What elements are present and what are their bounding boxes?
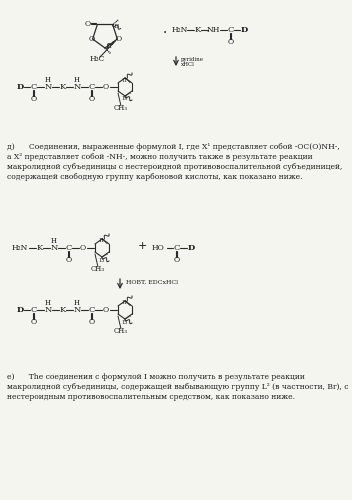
Text: N: N [73,83,81,91]
Text: O: O [103,306,109,314]
Text: xHCl: xHCl [181,62,195,66]
Text: CH₃: CH₃ [114,104,128,112]
Text: O: O [174,256,180,264]
Text: C: C [66,244,72,252]
Text: NH: NH [206,26,220,34]
Text: O: O [89,35,95,43]
Text: O: O [89,318,95,326]
Text: HOBT, EDCxHCl: HOBT, EDCxHCl [126,280,178,284]
Text: CH₃: CH₃ [114,327,128,335]
Text: D: D [17,83,24,91]
Text: C: C [174,244,180,252]
Text: содержащей свободную группу карбоновой кислоты, как показано ниже.: содержащей свободную группу карбоновой к… [7,173,302,181]
Text: K: K [60,306,66,314]
Text: D: D [17,306,24,314]
Text: pyridine: pyridine [181,56,204,62]
Text: макролидной субъединицы, содержащей выбывающую группу L² (в частности, Br), с: макролидной субъединицы, содержащей выбы… [7,383,348,391]
Text: H₂N: H₂N [172,26,188,34]
Text: D: D [240,26,247,34]
Text: O: O [103,83,109,91]
Text: е)      The соединения с формулой I можно получить в результате реакции: е) The соединения с формулой I можно пол… [7,373,305,381]
Text: нестероидным противовоспалительным средством, как показано ниже.: нестероидным противовоспалительным средс… [7,393,295,401]
Text: K: K [37,244,43,252]
Text: N: N [44,306,52,314]
Text: H: H [45,76,51,84]
Text: H: H [74,299,80,307]
Text: CH₃: CH₃ [91,265,105,273]
Text: H: H [74,76,80,84]
Text: 13: 13 [122,320,128,324]
Text: D: D [187,244,195,252]
Text: макролидной субъединицы с нестероидной противовоспалительной субъединицей,: макролидной субъединицы с нестероидной п… [7,163,342,171]
Text: 11: 11 [107,44,113,49]
Text: 13: 13 [99,258,105,262]
Text: O: O [84,20,90,28]
Text: H: H [51,237,57,245]
Text: а X² представляет собой -NH-, можно получить также в результате реакции: а X² представляет собой -NH-, можно полу… [7,153,313,161]
Text: ·: · [163,26,167,40]
Text: 11: 11 [99,238,105,244]
Text: N: N [73,306,81,314]
Text: C: C [89,306,95,314]
Text: H: H [45,299,51,307]
Text: K: K [60,83,66,91]
Text: O: O [80,244,86,252]
Text: N: N [44,83,52,91]
Text: C: C [228,26,234,34]
Text: 13: 13 [113,24,120,29]
Text: N: N [50,244,58,252]
Text: O: O [89,95,95,103]
Text: +: + [137,241,147,251]
Text: O: O [228,38,234,46]
Text: C: C [31,306,37,314]
Text: C: C [89,83,95,91]
Text: H₃C: H₃C [89,55,105,63]
Text: C: C [31,83,37,91]
Text: O: O [66,256,72,264]
Text: 13: 13 [122,96,128,102]
Text: 11: 11 [122,78,128,82]
Text: H₂N: H₂N [12,244,28,252]
Text: O: O [115,35,121,43]
Text: K: K [195,26,201,34]
Text: O: O [31,318,37,326]
Text: д)      Соединения, выраженные формулой I, где X¹ представляет собой -OC(O)NH-,: д) Соединения, выраженные формулой I, гд… [7,143,340,151]
Text: HO: HO [152,244,164,252]
Text: 11: 11 [122,300,128,306]
Text: O: O [31,95,37,103]
